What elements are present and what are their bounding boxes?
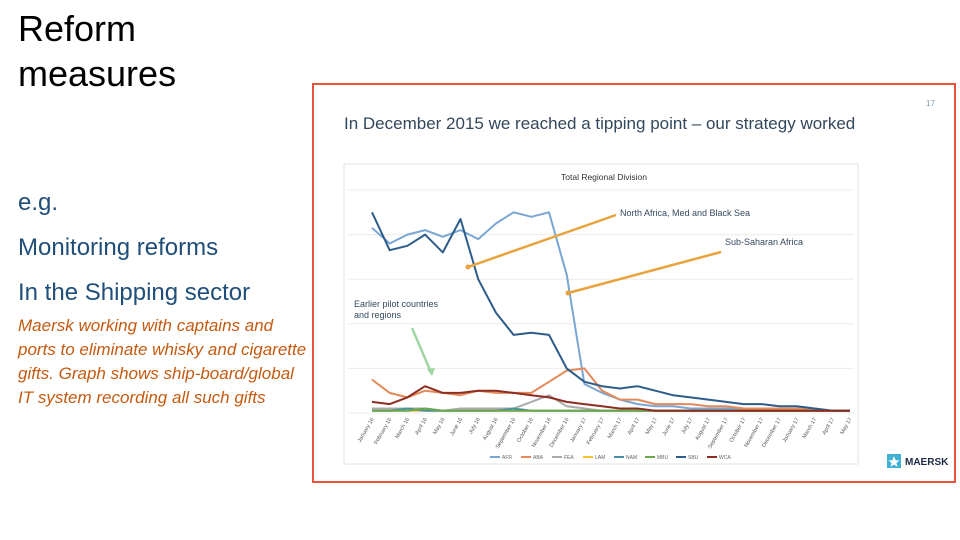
- slide-title-line: measures: [18, 53, 177, 94]
- legend-label-lam: LAM: [595, 455, 605, 461]
- chart-svg: 17 In December 2015 we reached a tipping…: [343, 99, 949, 468]
- legend-label-aba: ABA: [533, 455, 544, 461]
- series-line-wca: [371, 385, 850, 412]
- annotation-arrow-head: [565, 290, 571, 296]
- chart-legend: AFR ABA FEA LAM NAM MBU SBU WCA: [490, 455, 731, 461]
- page-number: 17: [926, 99, 935, 108]
- series-line-sbu: [371, 211, 850, 412]
- chart-frame: [343, 163, 859, 465]
- legend-label-wca: WCA: [719, 455, 731, 461]
- maersk-logo: MAERSK: [887, 454, 949, 468]
- slide-title: Reform measures: [18, 6, 298, 96]
- body-text: e.g. Monitoring reforms In the Shipping …: [18, 180, 308, 315]
- body-line: In the Shipping sector: [18, 279, 251, 306]
- legend-label-afr: AFR: [502, 455, 512, 461]
- annotation-sub-saharan: Sub-Saharan Africa: [725, 237, 803, 247]
- annotation-arrow-head: [465, 264, 471, 270]
- star-icon: [888, 456, 900, 467]
- legend-label-mbu: MBU: [657, 455, 669, 461]
- annotation-arrow-sub-saharan: [567, 250, 722, 295]
- caption: Maersk working with captains and ports t…: [18, 316, 307, 407]
- body-line: e.g.: [18, 189, 59, 216]
- legend-label-nam: NAM: [626, 455, 637, 461]
- annotation-pilot-line2: and regions: [354, 310, 402, 320]
- annotation-arrow-north-africa: [467, 213, 617, 269]
- body-line: Monitoring reforms: [18, 234, 219, 261]
- chart-figure: 17 In December 2015 we reached a tipping…: [312, 83, 956, 483]
- slide-title-line: Reform: [18, 8, 137, 49]
- annotation-arrow-pilot: [410, 327, 432, 371]
- legend-label-sbu: SBU: [688, 455, 699, 461]
- annotation-arrow-head: [427, 368, 435, 376]
- figure-heading: In December 2015 we reached a tipping po…: [344, 114, 855, 133]
- chart-series: [371, 211, 850, 412]
- series-line-aba: [371, 367, 850, 412]
- chart-title: Total Regional Division: [561, 172, 647, 182]
- maersk-logo-text: MAERSK: [905, 457, 949, 468]
- annotation-north-africa: North Africa, Med and Black Sea: [620, 208, 750, 218]
- annotation-pilot-line1: Earlier pilot countries: [354, 299, 439, 309]
- legend-label-fea: FEA: [564, 455, 574, 461]
